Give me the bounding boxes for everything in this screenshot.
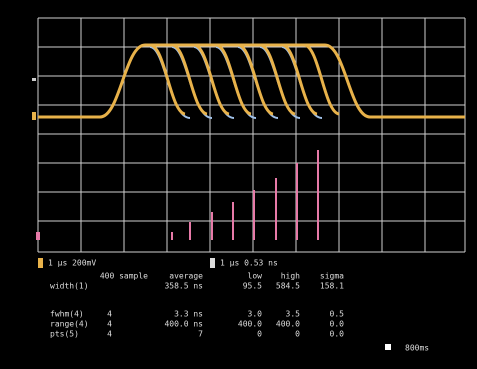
ch2-marker bbox=[36, 232, 40, 240]
table-cell: 0.0 bbox=[330, 320, 345, 329]
table-cell: 3.3 ns bbox=[174, 310, 203, 319]
table-cell: fwhm(4) bbox=[50, 310, 84, 319]
run-indicator bbox=[385, 344, 391, 350]
table-cell: 0 bbox=[257, 330, 262, 339]
marker bbox=[32, 78, 36, 81]
table-header: low bbox=[248, 272, 263, 281]
table-header: high bbox=[281, 272, 300, 281]
table-cell: 95.5 bbox=[243, 282, 262, 291]
table-cell: 400.0 bbox=[276, 320, 300, 329]
table-cell: 4 bbox=[107, 320, 112, 329]
table-cell: range(4) bbox=[50, 320, 89, 329]
table-cell: width(1) bbox=[50, 282, 89, 291]
table-cell: 358.5 ns bbox=[164, 282, 203, 291]
ch2-scale: 1 μs 0.53 ns bbox=[220, 259, 278, 268]
table-cell: 400.0 ns bbox=[164, 320, 203, 329]
table-cell: 3.0 bbox=[248, 310, 263, 319]
table-cell: 3.5 bbox=[286, 310, 301, 319]
table-cell: pts(5) bbox=[50, 330, 79, 339]
table-cell: 400.0 bbox=[238, 320, 262, 329]
table-cell: 584.5 bbox=[276, 282, 300, 291]
timebase: 800ms bbox=[405, 344, 429, 353]
table-cell: 158.1 bbox=[320, 282, 344, 291]
table-cell: 4 bbox=[107, 330, 112, 339]
table-header: sigma bbox=[320, 272, 344, 281]
table-cell: 0.5 bbox=[330, 310, 345, 319]
scope-screen: 1 μs 200mV 1 μs 0.53 ns 400 sample avera… bbox=[0, 0, 477, 365]
ch1-icon bbox=[38, 258, 43, 268]
table-header: average bbox=[169, 272, 203, 281]
table-cell: 0.0 bbox=[330, 330, 345, 339]
ch2-icon bbox=[210, 258, 215, 268]
ch1-marker bbox=[32, 112, 36, 120]
ch1-scale: 1 μs 200mV bbox=[48, 259, 96, 268]
table-header: 400 sample bbox=[100, 272, 148, 281]
page: 1 μs 200mV 1 μs 0.53 ns 400 sample avera… bbox=[0, 0, 477, 365]
table-cell: 7 bbox=[198, 330, 203, 339]
table-cell: 0 bbox=[295, 330, 300, 339]
table-cell: 4 bbox=[107, 310, 112, 319]
